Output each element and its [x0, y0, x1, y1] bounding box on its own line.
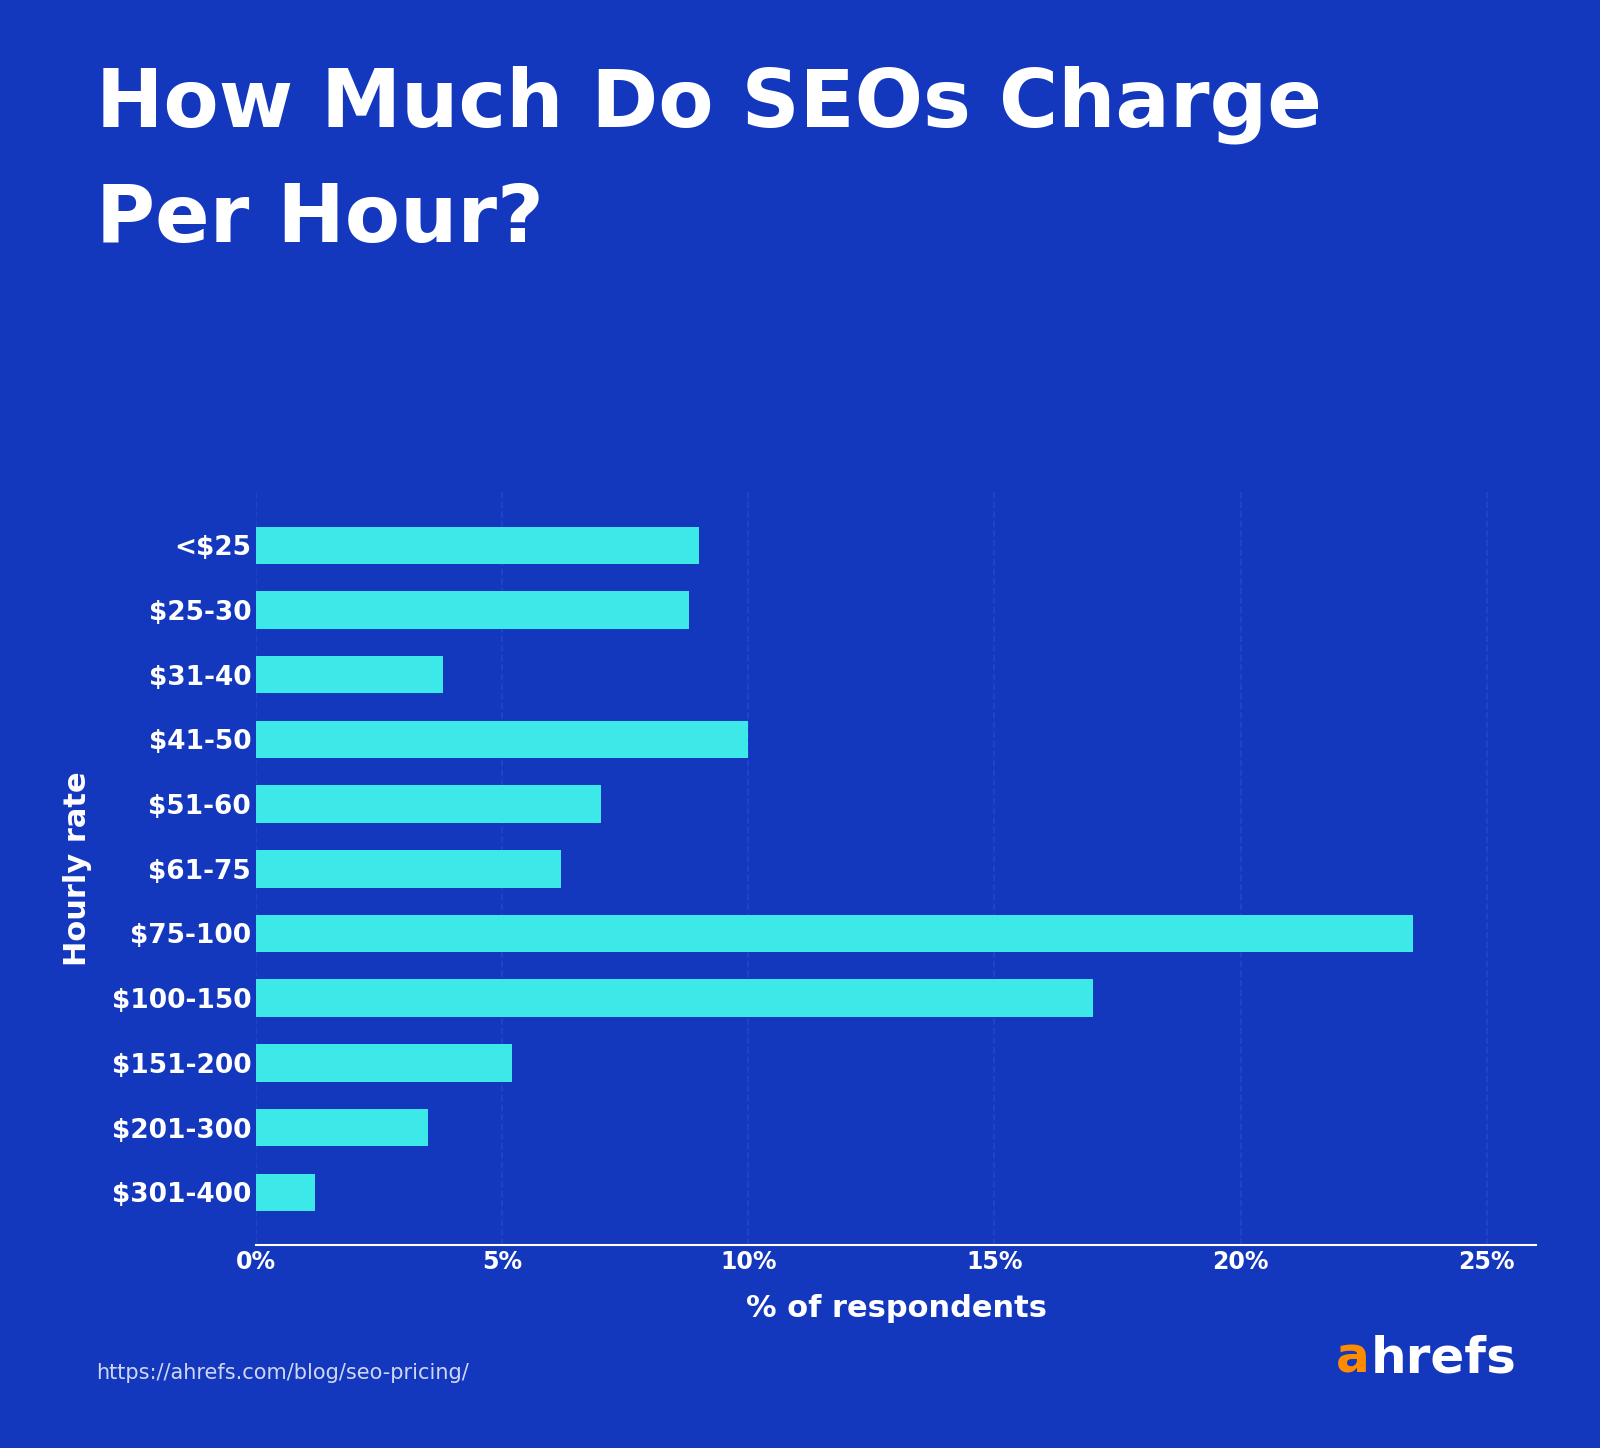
Text: How Much Do SEOs Charge: How Much Do SEOs Charge — [96, 65, 1322, 143]
Bar — [256, 527, 699, 565]
Text: hrefs: hrefs — [1371, 1335, 1517, 1383]
Text: Per Hour?: Per Hour? — [96, 181, 544, 259]
Bar — [256, 591, 690, 628]
Bar — [256, 721, 749, 759]
Bar — [256, 1109, 429, 1147]
Y-axis label: Hourly rate: Hourly rate — [62, 772, 93, 966]
Bar — [256, 850, 562, 888]
Bar — [256, 656, 443, 694]
Bar — [256, 1173, 315, 1211]
Bar — [256, 1044, 512, 1082]
Bar — [256, 979, 1093, 1016]
Bar — [256, 915, 1413, 953]
Text: a: a — [1336, 1335, 1370, 1383]
Bar — [256, 785, 600, 822]
X-axis label: % of respondents: % of respondents — [746, 1293, 1046, 1322]
Text: https://ahrefs.com/blog/seo-pricing/: https://ahrefs.com/blog/seo-pricing/ — [96, 1363, 469, 1383]
